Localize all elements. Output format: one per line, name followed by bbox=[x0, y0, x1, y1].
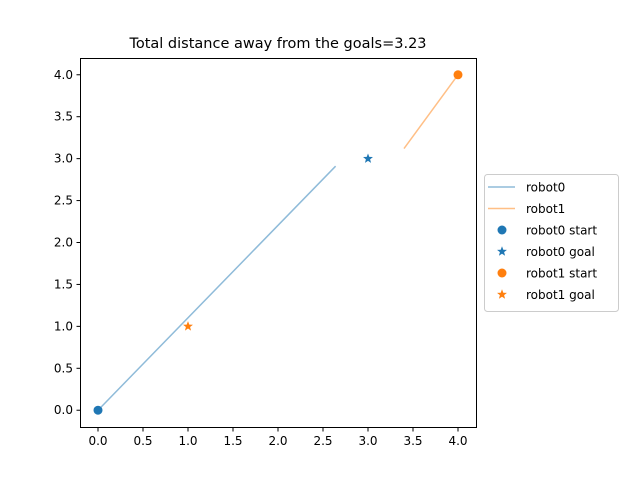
x-tick-label: 1.0 bbox=[178, 434, 197, 448]
legend-label: robot0 goal bbox=[526, 245, 595, 259]
robot1-path-line bbox=[403, 74, 459, 150]
y-tick-label: 0.0 bbox=[54, 403, 73, 417]
legend-label: robot0 start bbox=[526, 224, 597, 238]
y-tick-label: 3.0 bbox=[54, 152, 73, 166]
x-tick-label: 1.5 bbox=[223, 434, 242, 448]
legend-circle-swatch bbox=[497, 225, 507, 235]
legend-item: robot1 start bbox=[497, 267, 597, 281]
x-axis: 0.0 0.5 1.0 1.5 2.0 2.5 3.0 3.5 4.0 bbox=[88, 427, 468, 448]
legend-star-swatch bbox=[497, 246, 507, 256]
series-layer bbox=[97, 74, 459, 411]
x-tick-label: 0.5 bbox=[133, 434, 152, 448]
legend: robot0 robot1 robot0 start robot0 goal robot… bbox=[484, 174, 619, 312]
legend-label: robot0 bbox=[526, 181, 565, 195]
x-tick-label: 4.0 bbox=[448, 434, 467, 448]
robot1-start-marker bbox=[453, 70, 463, 80]
y-tick-label: 2.0 bbox=[54, 236, 73, 250]
x-tick-label: 3.5 bbox=[403, 434, 422, 448]
legend-circle-swatch bbox=[497, 268, 507, 278]
legend-item: robot1 goal bbox=[497, 288, 595, 302]
y-tick-label: 1.5 bbox=[54, 277, 73, 291]
legend-label: robot1 goal bbox=[526, 288, 595, 302]
marker-layer bbox=[93, 70, 463, 415]
legend-item: robot0 bbox=[488, 181, 565, 195]
robot0-goal-marker bbox=[363, 153, 373, 163]
y-axis: 0.0 0.5 1.0 1.5 2.0 2.5 3.0 3.5 4.0 bbox=[54, 68, 81, 417]
legend-item: robot0 start bbox=[497, 224, 597, 238]
legend-label: robot1 bbox=[526, 202, 565, 216]
y-tick-label: 1.0 bbox=[54, 319, 73, 333]
chart-title: Total distance away from the goals=3.23 bbox=[128, 36, 426, 52]
robot0-start-marker bbox=[93, 405, 103, 415]
y-tick-label: 2.5 bbox=[54, 194, 73, 208]
x-tick-label: 2.5 bbox=[313, 434, 332, 448]
y-tick-label: 3.5 bbox=[54, 110, 73, 124]
legend-label: robot1 start bbox=[526, 267, 597, 281]
legend-box bbox=[484, 174, 619, 312]
x-tick-label: 0.0 bbox=[88, 434, 107, 448]
legend-item: robot0 goal bbox=[497, 245, 595, 259]
legend-star-swatch bbox=[497, 289, 507, 299]
x-tick-label: 2.0 bbox=[268, 434, 287, 448]
y-tick-label: 4.0 bbox=[54, 68, 73, 82]
y-tick-label: 0.5 bbox=[54, 361, 73, 375]
robot1-goal-marker bbox=[183, 321, 193, 331]
x-tick-label: 3.0 bbox=[358, 434, 377, 448]
legend-item: robot1 bbox=[488, 202, 565, 216]
robot0-path-line bbox=[97, 165, 337, 411]
